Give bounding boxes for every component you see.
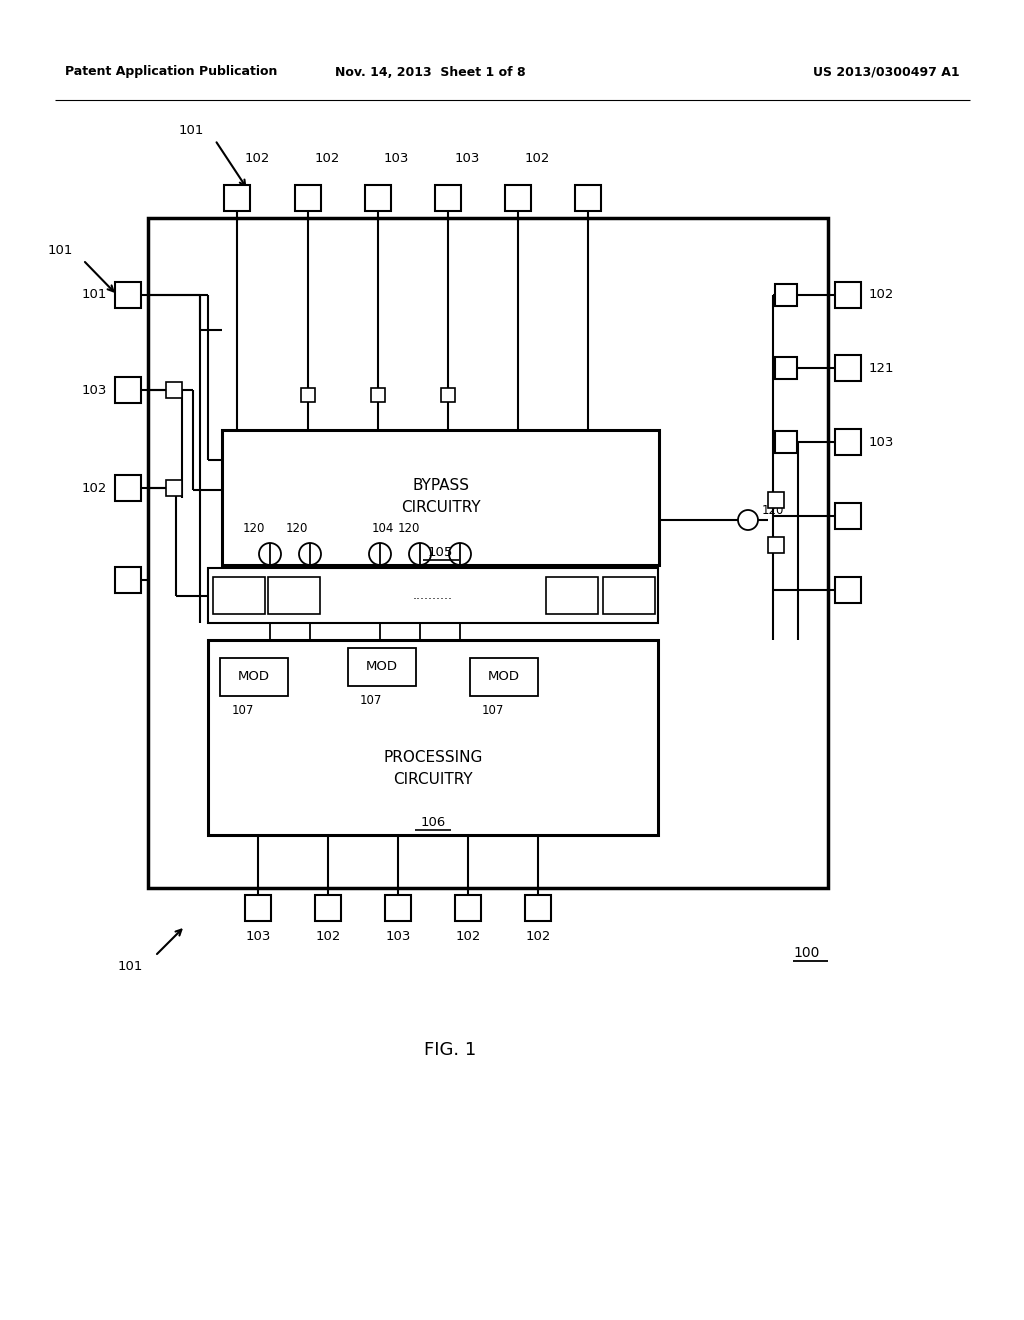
Bar bbox=[115, 475, 141, 502]
Text: 105: 105 bbox=[428, 546, 454, 560]
Bar bbox=[268, 577, 319, 614]
Bar bbox=[301, 388, 315, 403]
Text: 102: 102 bbox=[82, 482, 106, 495]
Bar bbox=[371, 388, 385, 403]
Bar bbox=[435, 185, 461, 211]
Bar bbox=[775, 284, 797, 306]
Text: 102: 102 bbox=[315, 929, 341, 942]
Text: ..........: .......... bbox=[413, 589, 453, 602]
Text: 103: 103 bbox=[455, 152, 479, 165]
Text: 106: 106 bbox=[421, 817, 445, 829]
Text: 107: 107 bbox=[360, 693, 382, 706]
Text: 102: 102 bbox=[245, 152, 269, 165]
Bar bbox=[115, 378, 141, 403]
Text: 101: 101 bbox=[82, 289, 106, 301]
Bar bbox=[525, 895, 551, 921]
Text: 103: 103 bbox=[246, 929, 270, 942]
Text: 102: 102 bbox=[524, 152, 550, 165]
Text: Patent Application Publication: Patent Application Publication bbox=[65, 66, 278, 78]
Bar bbox=[245, 895, 271, 921]
Bar bbox=[835, 429, 861, 455]
Text: 120: 120 bbox=[243, 521, 265, 535]
Bar bbox=[835, 355, 861, 381]
Text: 120: 120 bbox=[762, 503, 784, 516]
Bar bbox=[455, 895, 481, 921]
Text: 120: 120 bbox=[286, 521, 308, 535]
Text: MOD: MOD bbox=[238, 671, 270, 684]
Text: 107: 107 bbox=[482, 704, 505, 717]
Bar bbox=[546, 577, 598, 614]
Bar bbox=[348, 648, 416, 686]
Text: 101: 101 bbox=[48, 243, 73, 256]
Bar bbox=[213, 577, 265, 614]
Bar bbox=[220, 657, 288, 696]
Bar bbox=[575, 185, 601, 211]
Text: 120: 120 bbox=[397, 521, 420, 535]
Text: CIRCUITRY: CIRCUITRY bbox=[393, 772, 473, 787]
Text: 103: 103 bbox=[869, 436, 894, 449]
Bar bbox=[835, 503, 861, 529]
Text: BYPASS: BYPASS bbox=[412, 478, 469, 492]
Text: 100: 100 bbox=[794, 946, 820, 960]
Bar bbox=[115, 568, 141, 593]
Bar bbox=[115, 282, 141, 308]
Bar bbox=[148, 218, 828, 888]
Text: 102: 102 bbox=[869, 289, 894, 301]
Text: 102: 102 bbox=[525, 929, 551, 942]
Text: 102: 102 bbox=[314, 152, 340, 165]
Text: PROCESSING: PROCESSING bbox=[383, 750, 482, 766]
Bar bbox=[768, 492, 784, 508]
Bar bbox=[222, 430, 659, 565]
Bar bbox=[835, 282, 861, 308]
Text: Nov. 14, 2013  Sheet 1 of 8: Nov. 14, 2013 Sheet 1 of 8 bbox=[335, 66, 525, 78]
Bar bbox=[166, 480, 182, 496]
Text: MOD: MOD bbox=[366, 660, 398, 673]
Bar bbox=[224, 185, 250, 211]
Bar bbox=[470, 657, 538, 696]
Text: 101: 101 bbox=[118, 960, 143, 973]
Bar bbox=[208, 640, 658, 836]
Bar bbox=[768, 537, 784, 553]
Text: 103: 103 bbox=[82, 384, 106, 396]
Bar bbox=[775, 356, 797, 379]
Bar bbox=[441, 388, 455, 403]
Bar bbox=[166, 381, 182, 399]
Text: 102: 102 bbox=[456, 929, 480, 942]
Bar bbox=[603, 577, 655, 614]
Text: 104: 104 bbox=[372, 521, 394, 535]
Bar bbox=[295, 185, 321, 211]
Text: 103: 103 bbox=[385, 929, 411, 942]
Bar bbox=[775, 432, 797, 453]
Text: CIRCUITRY: CIRCUITRY bbox=[400, 500, 480, 515]
Text: 101: 101 bbox=[178, 124, 204, 136]
Text: US 2013/0300497 A1: US 2013/0300497 A1 bbox=[813, 66, 961, 78]
Text: FIG. 1: FIG. 1 bbox=[424, 1041, 476, 1059]
Bar bbox=[208, 568, 658, 623]
Text: 107: 107 bbox=[232, 704, 254, 717]
Bar bbox=[835, 577, 861, 603]
Text: 121: 121 bbox=[869, 362, 895, 375]
Text: MOD: MOD bbox=[488, 671, 520, 684]
Bar bbox=[385, 895, 411, 921]
Text: 103: 103 bbox=[383, 152, 409, 165]
Bar bbox=[365, 185, 391, 211]
Bar bbox=[315, 895, 341, 921]
Bar bbox=[505, 185, 531, 211]
